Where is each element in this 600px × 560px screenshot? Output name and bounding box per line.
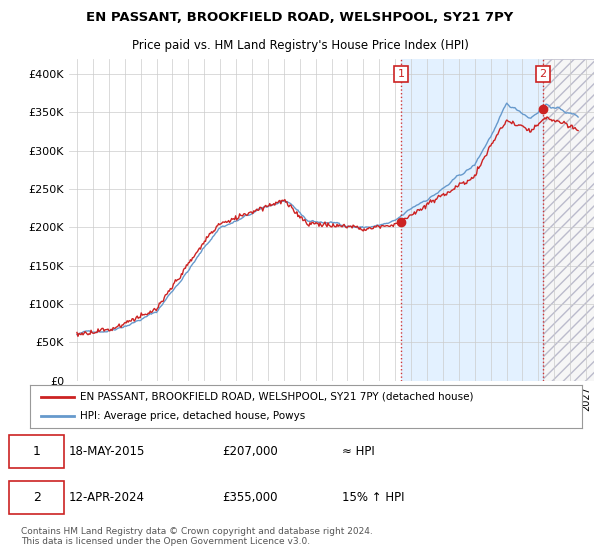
Text: 2: 2 [539,69,547,79]
Text: £207,000: £207,000 [222,445,278,458]
Text: EN PASSANT, BROOKFIELD ROAD, WELSHPOOL, SY21 7PY (detached house): EN PASSANT, BROOKFIELD ROAD, WELSHPOOL, … [80,392,473,402]
Text: ≈ HPI: ≈ HPI [342,445,375,458]
Text: Price paid vs. HM Land Registry's House Price Index (HPI): Price paid vs. HM Land Registry's House … [131,39,469,52]
Text: 2: 2 [32,491,41,504]
FancyBboxPatch shape [9,481,64,514]
Text: EN PASSANT, BROOKFIELD ROAD, WELSHPOOL, SY21 7PY: EN PASSANT, BROOKFIELD ROAD, WELSHPOOL, … [86,11,514,24]
Text: 1: 1 [398,69,404,79]
Text: £355,000: £355,000 [222,491,277,504]
Text: 1: 1 [32,445,41,458]
FancyBboxPatch shape [9,435,64,468]
Text: HPI: Average price, detached house, Powys: HPI: Average price, detached house, Powy… [80,411,305,421]
Text: 15% ↑ HPI: 15% ↑ HPI [342,491,404,504]
Bar [543,59,594,381]
Text: 12-APR-2024: 12-APR-2024 [69,491,145,504]
Bar [401,59,543,381]
Text: Contains HM Land Registry data © Crown copyright and database right 2024.
This d: Contains HM Land Registry data © Crown c… [21,526,373,546]
Text: 18-MAY-2015: 18-MAY-2015 [69,445,145,458]
Bar [543,59,594,381]
